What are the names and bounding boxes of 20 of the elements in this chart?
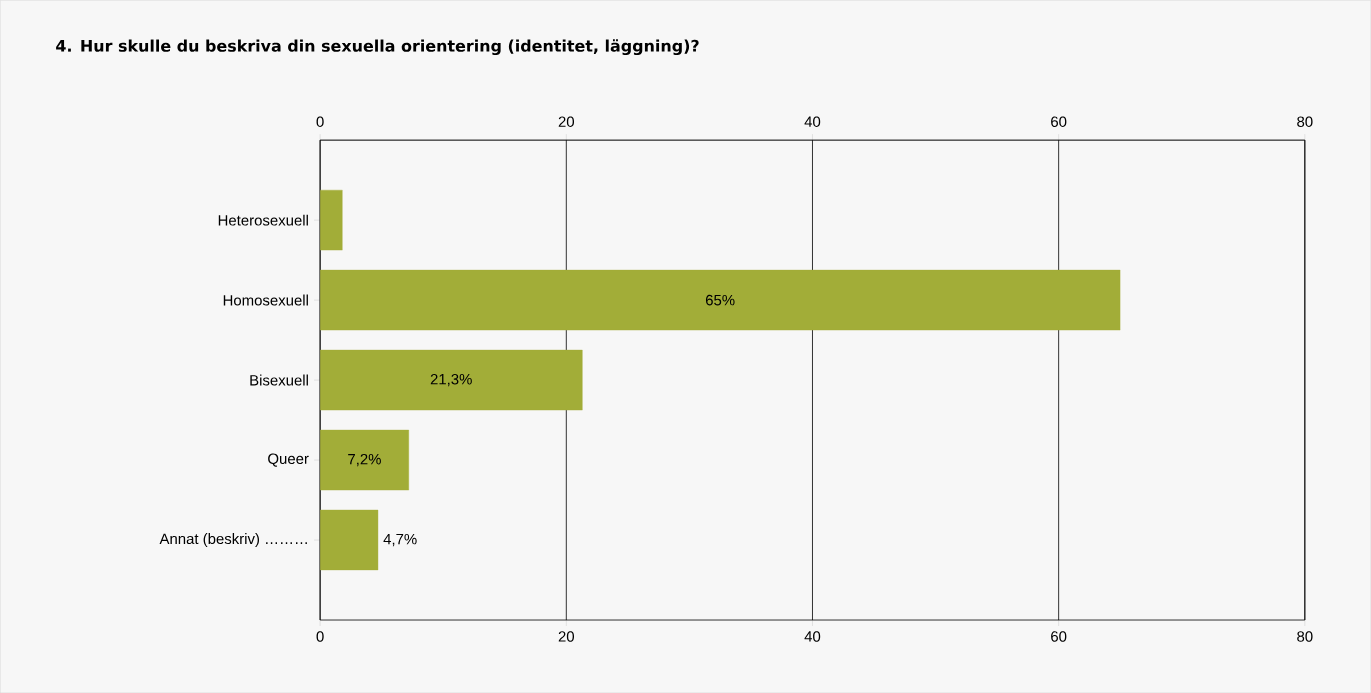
x2-tick-label: 40 xyxy=(804,631,821,642)
x-tick-label: 20 xyxy=(558,116,575,127)
data-label: 21,3% xyxy=(430,373,472,387)
data-label: 7,2% xyxy=(348,453,381,467)
x2-tick-label: 80 xyxy=(1297,631,1313,642)
y-tick-label: Queer xyxy=(268,453,309,467)
y-tick-label: Bisexuell xyxy=(250,374,308,386)
data-label: 65% xyxy=(705,294,735,306)
x2-tick-label: 0 xyxy=(316,631,324,642)
x-tick-label: 0 xyxy=(316,116,324,127)
y-tick-label: Heterosexuell xyxy=(218,214,308,226)
chart-title: 4. Hur skulle du beskriva din sexuella orientering (identitet, läggning)? xyxy=(56,39,699,55)
x2-tick-label: 60 xyxy=(1051,631,1067,642)
y-tick-label: Annat (beskriv) ……… xyxy=(159,532,307,547)
x2-tick-label: 20 xyxy=(558,631,575,642)
y-tick-label: Homosexuell xyxy=(223,294,308,306)
x-tick-label: 40 xyxy=(804,116,821,127)
x-tick-label: 60 xyxy=(1051,116,1067,127)
x-tick-label: 80 xyxy=(1297,116,1313,127)
data-label: 4,7% xyxy=(383,533,417,547)
